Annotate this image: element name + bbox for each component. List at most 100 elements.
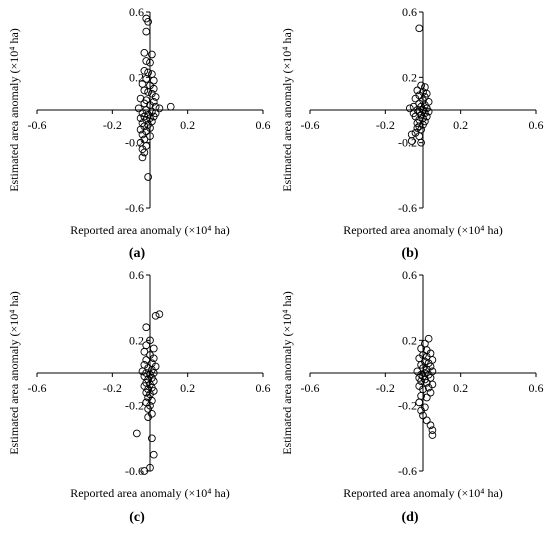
data-point [155, 310, 164, 319]
y-axis-label: Estimated area anomaly (×10⁴ ha) [280, 28, 294, 192]
data-point [422, 393, 431, 402]
x-tick-label: 0.2 [180, 118, 195, 132]
panel-d: -0.6 -0.2 0.2 0.6 0.6 0.2 -0.2 -0.6 Reported are… [280, 268, 544, 525]
data-point [148, 50, 156, 59]
y-axis-label: Estimated area anomaly (×10⁴ ha) [280, 291, 294, 455]
data-point [155, 104, 164, 113]
data-point [417, 138, 425, 147]
data-point [422, 378, 431, 387]
y-tick-label: -0.2 [398, 136, 417, 150]
data-point [142, 75, 151, 83]
data-point [149, 354, 158, 363]
data-point [146, 58, 154, 67]
y-tick-label: 0.6 [402, 268, 417, 282]
data-point [407, 137, 416, 145]
data-point [144, 413, 152, 421]
data-point [146, 336, 154, 345]
data-point [138, 130, 147, 139]
x-tick-label: -0.2 [103, 118, 122, 132]
panel-b: -0.6 -0.2 0.2 0.6 0.6 0.2 -0.2 -0.6 Reported are… [280, 5, 544, 261]
data-point [149, 76, 158, 85]
y-tick-label: -0.6 [125, 464, 144, 478]
x-tick-label: 0.2 [453, 118, 468, 132]
data-point [166, 102, 175, 111]
x-tick-label: 0.6 [256, 381, 271, 395]
y-tick-label: 0.6 [402, 5, 417, 19]
y-tick-label: -0.6 [398, 201, 417, 215]
data-point [411, 94, 420, 103]
data-point [148, 396, 156, 405]
data-point [149, 344, 158, 353]
panel-label: (c) [129, 510, 145, 525]
data-point [142, 323, 151, 332]
data-point [134, 104, 143, 113]
data-point [415, 398, 424, 407]
y-tick-label: 0.6 [129, 268, 144, 282]
data-point [140, 66, 149, 75]
x-tick-label: -0.2 [376, 118, 395, 132]
x-tick-label: -0.6 [28, 118, 47, 132]
y-tick-label: 0.2 [402, 333, 417, 347]
x-tick-label: 0.6 [529, 381, 544, 395]
data-point [140, 148, 149, 157]
data-point [428, 426, 437, 435]
data-point [151, 93, 160, 101]
data-point [417, 377, 425, 386]
y-tick-label: -0.2 [125, 399, 144, 413]
data-point [413, 86, 422, 95]
data-point [148, 434, 156, 443]
data-point [151, 311, 160, 320]
data-point [419, 411, 427, 420]
panel-c: -0.6 -0.2 0.2 0.6 0.6 0.2 -0.2 -0.6 Reported are… [7, 268, 271, 525]
x-axis-label: Reported area anomaly (×10⁴ ha) [70, 486, 230, 500]
data-point [138, 367, 147, 376]
data-point [138, 153, 147, 162]
y-tick-label: 0.6 [129, 5, 144, 19]
data-point [140, 467, 149, 475]
data-point [136, 114, 145, 123]
data-point [422, 112, 431, 121]
data-point [426, 421, 435, 430]
y-tick-label: 0.2 [129, 333, 144, 347]
data-point [419, 120, 427, 129]
data-point [417, 406, 425, 415]
y-axis-label: Estimated area anomaly (×10⁴ ha) [7, 28, 21, 192]
data-point [140, 48, 149, 57]
y-tick-label: -0.2 [398, 399, 417, 413]
data-point [136, 125, 145, 134]
panel-label: (d) [401, 510, 418, 525]
data-point [149, 112, 158, 121]
data-point [415, 24, 424, 33]
data-point [413, 124, 422, 132]
panel-label: (a) [129, 246, 146, 261]
x-tick-label: -0.6 [301, 381, 320, 395]
data-point [149, 84, 158, 93]
data-point [140, 86, 149, 95]
x-tick-label: 0.6 [529, 118, 544, 132]
data-point [422, 416, 431, 425]
x-tick-label: -0.6 [301, 118, 320, 132]
data-point [424, 107, 433, 116]
data-point [144, 88, 152, 96]
data-point [146, 463, 154, 472]
x-tick-label: -0.6 [28, 381, 47, 395]
data-point [424, 334, 433, 343]
y-axis-label: Estimated area anomaly (×10⁴ ha) [7, 291, 21, 455]
data-point [428, 431, 437, 439]
data-point [140, 347, 149, 356]
data-point [405, 104, 414, 113]
data-point [136, 94, 145, 103]
data-point [142, 27, 151, 36]
x-tick-label: 0.2 [180, 381, 195, 395]
panel-label: (b) [401, 246, 418, 261]
x-axis-label: Reported area anomaly (×10⁴ ha) [70, 223, 230, 237]
data-point [142, 388, 151, 397]
x-tick-label: -0.2 [376, 381, 395, 395]
data-point [142, 356, 151, 364]
data-point [146, 132, 154, 140]
data-point [426, 388, 435, 397]
data-point [149, 369, 158, 377]
data-point [144, 405, 152, 413]
